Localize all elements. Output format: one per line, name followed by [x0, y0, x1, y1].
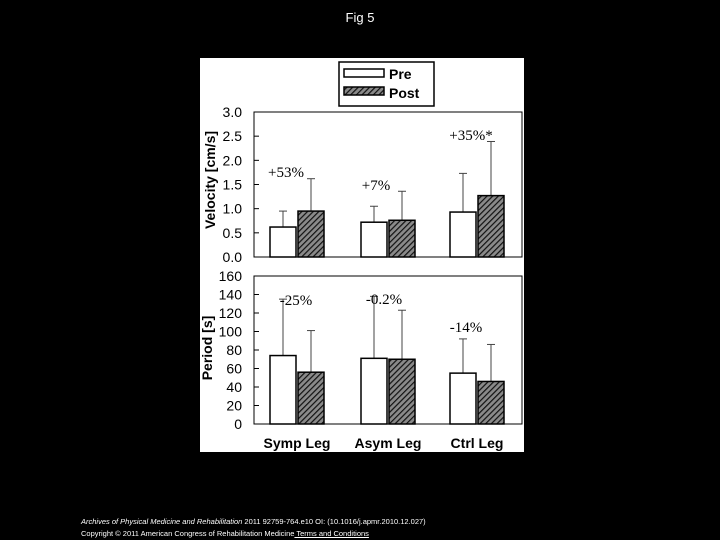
- citation-details: 2011 92759-764.e10 OI: (10.1016/j.apmr.2…: [242, 517, 426, 526]
- x-tick-label-asym-leg: Asym Leg: [355, 435, 422, 451]
- period-percent-change-annotation: -14%: [450, 320, 483, 336]
- velocity-percent-change-annotation: +7%: [362, 178, 390, 194]
- period-bar-post-1: [297, 371, 325, 425]
- citation-line-1: Archives of Physical Medicine and Rehabi…: [81, 516, 426, 528]
- citation-footer: Archives of Physical Medicine and Rehabi…: [81, 516, 426, 540]
- velocity-bar-pre-2: [360, 221, 388, 258]
- period-percent-change-annotation: -0.2%: [366, 292, 402, 308]
- legend-label-pre: Pre: [389, 66, 412, 82]
- bar-chart-figure: Pre Post Velocity [cm/s] Period [s] 0.00…: [200, 58, 524, 452]
- x-tick-label-symp-leg: Symp Leg: [264, 435, 331, 451]
- velocity-bar-post-2: [388, 219, 416, 258]
- velocity-y-tick-label: 0.0: [223, 249, 243, 265]
- velocity-percent-change-annotation: +53%: [268, 165, 304, 181]
- velocity-y-tick-label: 3.0: [223, 104, 243, 120]
- period-y-tick-label: 100: [219, 324, 243, 340]
- velocity-chart: 0.0 0.5 1.0 1.5 2.0 2.5 3.0 +53% +7% +35%*: [223, 104, 505, 265]
- velocity-y-tick-label: 1.0: [223, 201, 243, 217]
- velocity-percent-change-annotation: +35%*: [449, 128, 492, 144]
- legend-label-post: Post: [389, 85, 420, 101]
- legend: Pre Post: [338, 61, 435, 107]
- velocity-y-tick-label: 2.0: [223, 152, 243, 168]
- legend-swatch-post: [343, 86, 385, 96]
- period-bar-pre-3: [449, 372, 477, 425]
- period-y-tick-label: 120: [219, 305, 243, 321]
- legend-swatch-pre: [343, 68, 385, 78]
- figure-panel: Pre Post Velocity [cm/s] Period [s] 0.0 0…: [200, 58, 524, 452]
- period-y-tick-label: 0: [234, 416, 242, 432]
- velocity-y-tick-label: 1.5: [223, 177, 243, 193]
- period-y-tick-label: 140: [219, 287, 243, 303]
- citation-line-2: Copyright © 2011 American Congress of Re…: [81, 528, 426, 540]
- velocity-bar-pre-3: [449, 211, 477, 258]
- period-bar-pre-2: [360, 357, 388, 425]
- period-bar-post-2: [388, 358, 416, 425]
- velocity-bar-pre-1: [269, 226, 297, 258]
- velocity-y-tick-label: 0.5: [223, 225, 243, 241]
- period-bar-pre-1: [269, 354, 297, 425]
- period-y-tick-label: 20: [226, 398, 242, 414]
- period-y-tick-label: 80: [226, 342, 242, 358]
- period-percent-change-annotation: -25%: [280, 293, 313, 309]
- velocity-axis-title: Velocity [cm/s]: [202, 131, 218, 229]
- period-y-tick-label: 160: [219, 268, 243, 284]
- x-tick-label-ctrl-leg: Ctrl Leg: [451, 435, 504, 451]
- velocity-y-tick-label: 2.5: [223, 128, 243, 144]
- velocity-bar-post-1: [297, 210, 325, 258]
- journal-name: Archives of Physical Medicine and Rehabi…: [81, 517, 243, 526]
- terms-and-conditions-link[interactable]: Terms and Conditions: [294, 529, 369, 538]
- period-chart: 0 20 40 60 80 100 120 140 160 -25% -0.2% -14%: [219, 268, 505, 432]
- copyright-text: Copyright © 2011 American Congress of Re…: [81, 529, 295, 538]
- period-y-tick-label: 60: [226, 361, 242, 377]
- period-y-tick-label: 40: [226, 379, 242, 395]
- slide-title: Fig 5: [345, 10, 375, 25]
- velocity-bar-post-3: [477, 194, 505, 258]
- period-bar-post-3: [477, 380, 505, 425]
- period-axis-title: Period [s]: [200, 316, 215, 381]
